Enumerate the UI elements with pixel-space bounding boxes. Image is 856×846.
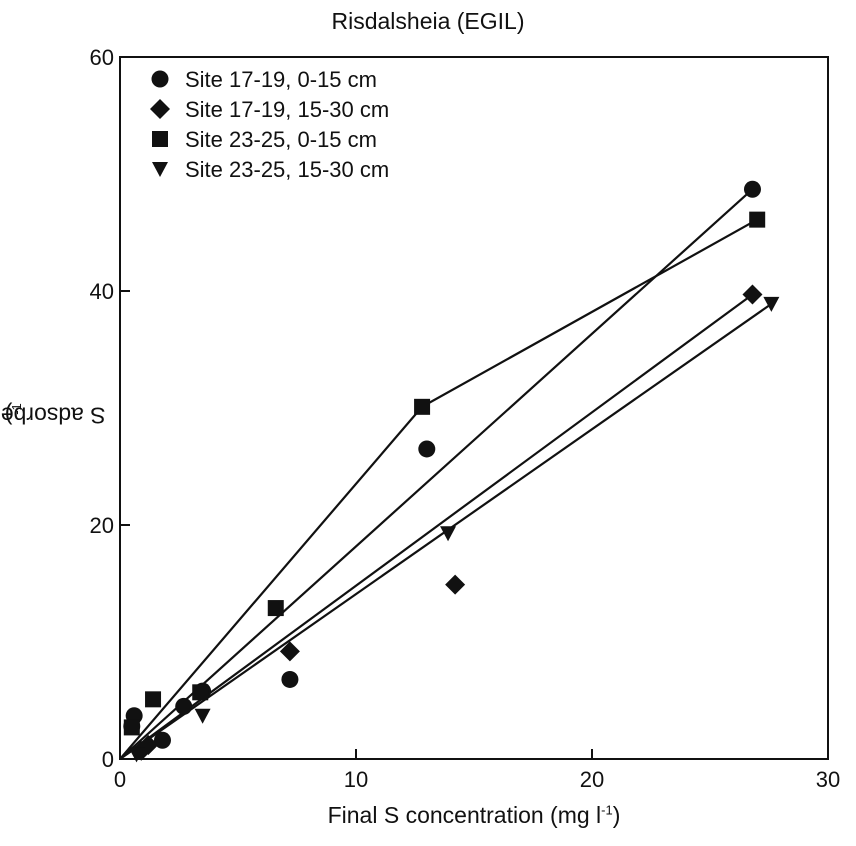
y-tick-label: 0 [102, 747, 114, 772]
plot-frame [119, 56, 829, 760]
fit-line-site-17-19-0-15-cm [119, 188, 754, 760]
data-point-site-17-19-0-15-cm [175, 697, 193, 715]
chart-title: Risdalsheia (EGIL) [331, 8, 525, 34]
data-point-site-23-25-15-30-cm [763, 296, 780, 312]
x-axis-label-sup: -1 [601, 802, 613, 818]
fit-lines-layer [119, 188, 773, 760]
legend-label: Site 17-19, 0-15 cm [185, 67, 377, 92]
data-point-site-17-19-0-15-cm [281, 670, 299, 688]
x-tick-label: 30 [816, 767, 840, 792]
legend: Site 17-19, 0-15 cm Site 17-19, 15-30 cm S… [150, 67, 389, 182]
data-point-site-23-25-0-15-cm [749, 211, 766, 228]
x-axis-label-tail: ) [612, 802, 621, 828]
points-layer [123, 180, 780, 763]
fit-line-site-23-25-0-15-cm [119, 218, 758, 760]
legend-marker-site-23-25-15-30-cm [152, 162, 168, 177]
data-point-site-17-19-15-30-cm [742, 284, 763, 305]
y-tick-label: 20 [90, 513, 114, 538]
data-point-site-23-25-15-30-cm [128, 747, 145, 763]
data-point-site-17-19-0-15-cm [418, 440, 436, 458]
x-tick-label: 10 [344, 767, 368, 792]
data-point-site-17-19-15-30-cm [445, 574, 466, 595]
fit-line-site-17-19-15-30-cm [119, 293, 754, 760]
data-point-site-17-19-15-30-cm [279, 641, 300, 662]
data-point-site-23-25-0-15-cm [145, 691, 162, 708]
data-point-site-23-25-0-15-cm [192, 684, 209, 701]
legend-marker-site-17-19-15-30-cm [150, 99, 170, 119]
y-tick-label: 60 [90, 45, 114, 70]
data-point-site-17-19-0-15-cm [743, 180, 761, 198]
data-point-site-23-25-0-15-cm [267, 600, 284, 617]
legend-marker-site-17-19-0-15-cm [151, 70, 169, 88]
ticks-layer: 0 10 20 30 0 20 40 60 [90, 45, 841, 792]
data-point-site-17-19-15-30-cm [138, 734, 159, 755]
x-axis-label-text: Final S concentration (mg l [327, 802, 602, 828]
legend-label: Site 23-25, 0-15 cm [185, 127, 377, 152]
y-axis-label-text: S adsorbed (mg kg [0, 402, 106, 429]
x-axis-label: Final S concentration (mg l-1) [120, 802, 828, 829]
data-point-site-23-25-0-15-cm [414, 398, 431, 415]
legend-marker-site-23-25-0-15-cm [152, 131, 168, 147]
legend-label: Site 17-19, 15-30 cm [185, 97, 389, 122]
data-point-site-23-25-0-15-cm [123, 719, 140, 736]
legend-label: Site 23-25, 15-30 cm [185, 157, 389, 182]
y-axis-label-tail: ) [4, 402, 13, 429]
y-tick-label: 40 [90, 279, 114, 304]
data-point-site-17-19-0-15-cm [153, 731, 171, 749]
data-point-site-23-25-15-30-cm [440, 526, 457, 542]
data-point-site-23-25-15-30-cm [194, 708, 211, 724]
x-tick-label: 20 [580, 767, 604, 792]
x-tick-label: 0 [114, 767, 126, 792]
